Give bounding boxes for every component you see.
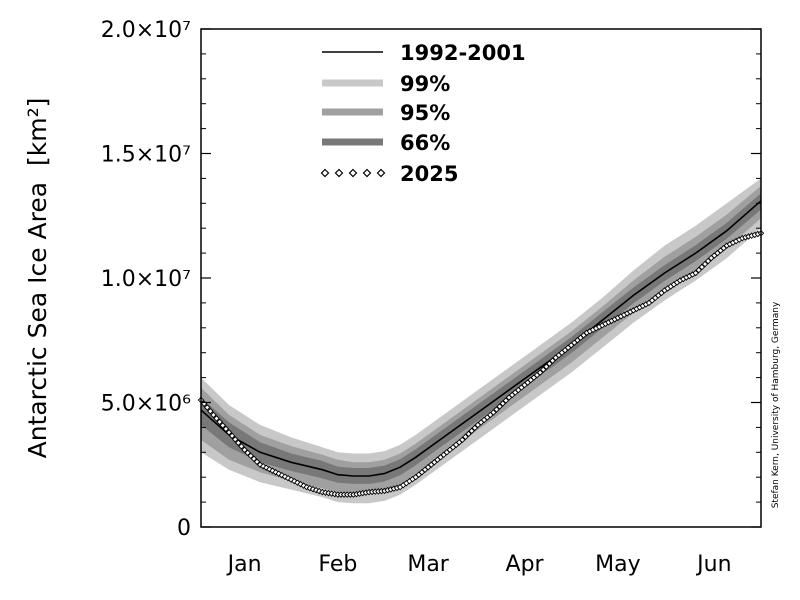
series-2025-point <box>536 369 544 376</box>
confidence-bands <box>201 178 761 504</box>
series-2025-point <box>546 360 553 367</box>
series-2025-point <box>235 439 242 447</box>
series-2025-point <box>303 483 311 491</box>
x-tick-label: Mar <box>407 552 449 577</box>
series-2025-point <box>306 484 314 492</box>
y-tick-label: 1.5×10⁷ <box>101 143 191 168</box>
y-tick-label: 5.0×10⁶ <box>101 392 191 417</box>
legend-item: 1992-2001 <box>322 41 526 65</box>
series-2025-point <box>493 406 500 413</box>
series-2025-point <box>238 443 245 450</box>
series-2025-point <box>210 411 217 419</box>
legend-label: 2025 <box>400 162 458 186</box>
series-2025-point <box>213 415 220 422</box>
y-tick-label: 2.0×10⁷ <box>101 18 191 43</box>
x-tick-label: May <box>595 552 640 577</box>
legend-swatch-diamond <box>362 168 372 178</box>
series-2025-point <box>228 432 236 440</box>
legend-swatch-diamond <box>334 168 344 178</box>
legend-swatch-diamond <box>376 168 386 178</box>
x-tick-label: Feb <box>318 552 357 577</box>
series-2025-point <box>698 263 706 271</box>
y-axis-title-unit: [km²] <box>23 98 52 166</box>
series-2025-point <box>471 424 479 432</box>
legend-swatch-diamond <box>320 168 330 178</box>
data-series <box>197 200 765 498</box>
series-2025-point <box>704 257 712 265</box>
x-tick-label: Jun <box>695 552 731 577</box>
x-tick-label: Apr <box>506 552 545 577</box>
series-2025-point <box>244 449 251 457</box>
series-2025-point <box>225 429 233 436</box>
credit-text: Stefan Kern, University of Hamburg, Germ… <box>771 301 781 508</box>
series-2025-point <box>297 480 304 488</box>
x-axis: Jan Feb Mar Apr May Jun <box>226 552 732 577</box>
band-95pct <box>201 185 761 494</box>
series-2025-point <box>203 404 211 411</box>
legend-item: 95% <box>322 101 450 125</box>
series-2025-point <box>465 430 472 438</box>
series-2025-point <box>490 409 497 416</box>
series-2025-point <box>247 452 255 460</box>
series-2025-point <box>462 433 469 441</box>
series-2025-point <box>219 422 227 429</box>
series-2025-point <box>496 403 503 410</box>
series-line-1992-2001 <box>200 200 762 477</box>
y-tick-label: 0 <box>177 516 191 541</box>
series-2025-point <box>222 425 230 433</box>
series-2025-point <box>539 366 547 373</box>
legend-label: 1992-2001 <box>400 41 526 65</box>
y-axis: 0 5.0×10⁶ 1.0×10⁷ 1.5×10⁷ 2.0×10⁷ <box>101 18 761 541</box>
series-2025-point <box>692 269 699 277</box>
series-2025-point <box>241 446 248 454</box>
y-axis-title: Antarctic Sea Ice Area [km²] <box>23 98 52 459</box>
legend-item: 99% <box>322 72 450 96</box>
legend-item: 2025 <box>320 162 458 186</box>
series-2025-point <box>300 482 307 489</box>
series-2025-point <box>549 357 556 364</box>
legend-label: 99% <box>400 72 450 96</box>
series-2025-point <box>250 455 258 463</box>
series-2025 <box>197 229 765 498</box>
series-2025-point <box>468 427 475 435</box>
series-2025-point <box>272 468 279 476</box>
legend-label: 95% <box>400 101 450 125</box>
legend-swatch-diamond <box>348 168 358 178</box>
series-2025-point <box>543 363 550 370</box>
series-2025-point <box>231 436 239 443</box>
series-2025-point <box>253 458 261 465</box>
series-2025-point <box>701 260 709 268</box>
series-2025-point <box>278 471 286 479</box>
series-2025-point <box>216 418 223 426</box>
series-2025-point <box>459 436 466 444</box>
legend-item: 66% <box>322 131 450 155</box>
series-2025-point <box>499 400 507 407</box>
series-2025-point <box>207 407 214 415</box>
band-66pct <box>201 193 761 484</box>
series-2025-point <box>502 397 510 404</box>
x-tick-label: Jan <box>226 552 262 577</box>
y-tick-label: 1.0×10⁷ <box>101 267 191 292</box>
legend-label: 66% <box>400 131 450 155</box>
series-2025-point <box>269 467 276 474</box>
series-2025-point <box>695 266 703 274</box>
legend: 1992-2001 99% 95% 66% 2025 <box>320 41 526 186</box>
y-axis-title-text: Antarctic Sea Ice Area <box>23 182 52 458</box>
series-2025-point <box>275 470 283 477</box>
